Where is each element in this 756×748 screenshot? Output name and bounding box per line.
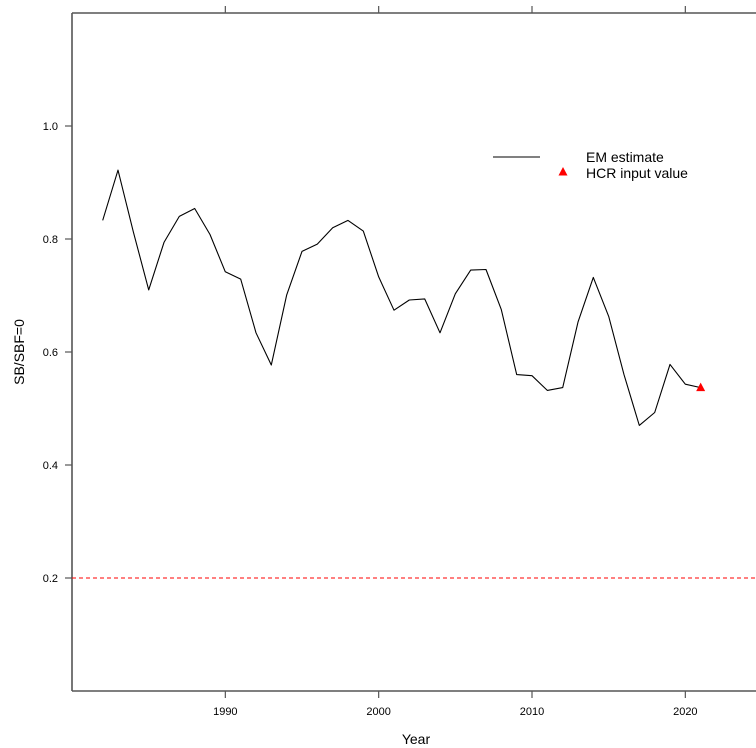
x-tick-label: 2000: [366, 706, 390, 718]
legend-label: EM estimate: [586, 149, 664, 165]
y-tick-label: 0.2: [43, 573, 58, 585]
y-tick-label: 0.4: [43, 460, 58, 472]
series-group: [102, 169, 706, 426]
y-tick-label: 0.6: [43, 347, 58, 359]
x-axis-title: Year: [402, 731, 431, 747]
plot-frame: [71, 12, 756, 692]
y-axis-title: SB/SBF=0: [11, 319, 27, 385]
x-tick-label: 2010: [520, 706, 544, 718]
hcr-input-marker: [696, 382, 706, 392]
x-tick-label: 1990: [213, 706, 237, 718]
legend-label: HCR input value: [586, 165, 688, 181]
em-estimate-line: [102, 169, 701, 426]
y-tick-label: 0.8: [43, 234, 58, 246]
y-tick-label: 1.0: [43, 121, 58, 133]
axis-ticks-group: 1990 2000 2010 2020 0.2 0.4 0.6 0.8 1.0: [43, 6, 698, 718]
legend-triangle-swatch: [558, 167, 568, 176]
x-tick-label: 2020: [673, 706, 697, 718]
